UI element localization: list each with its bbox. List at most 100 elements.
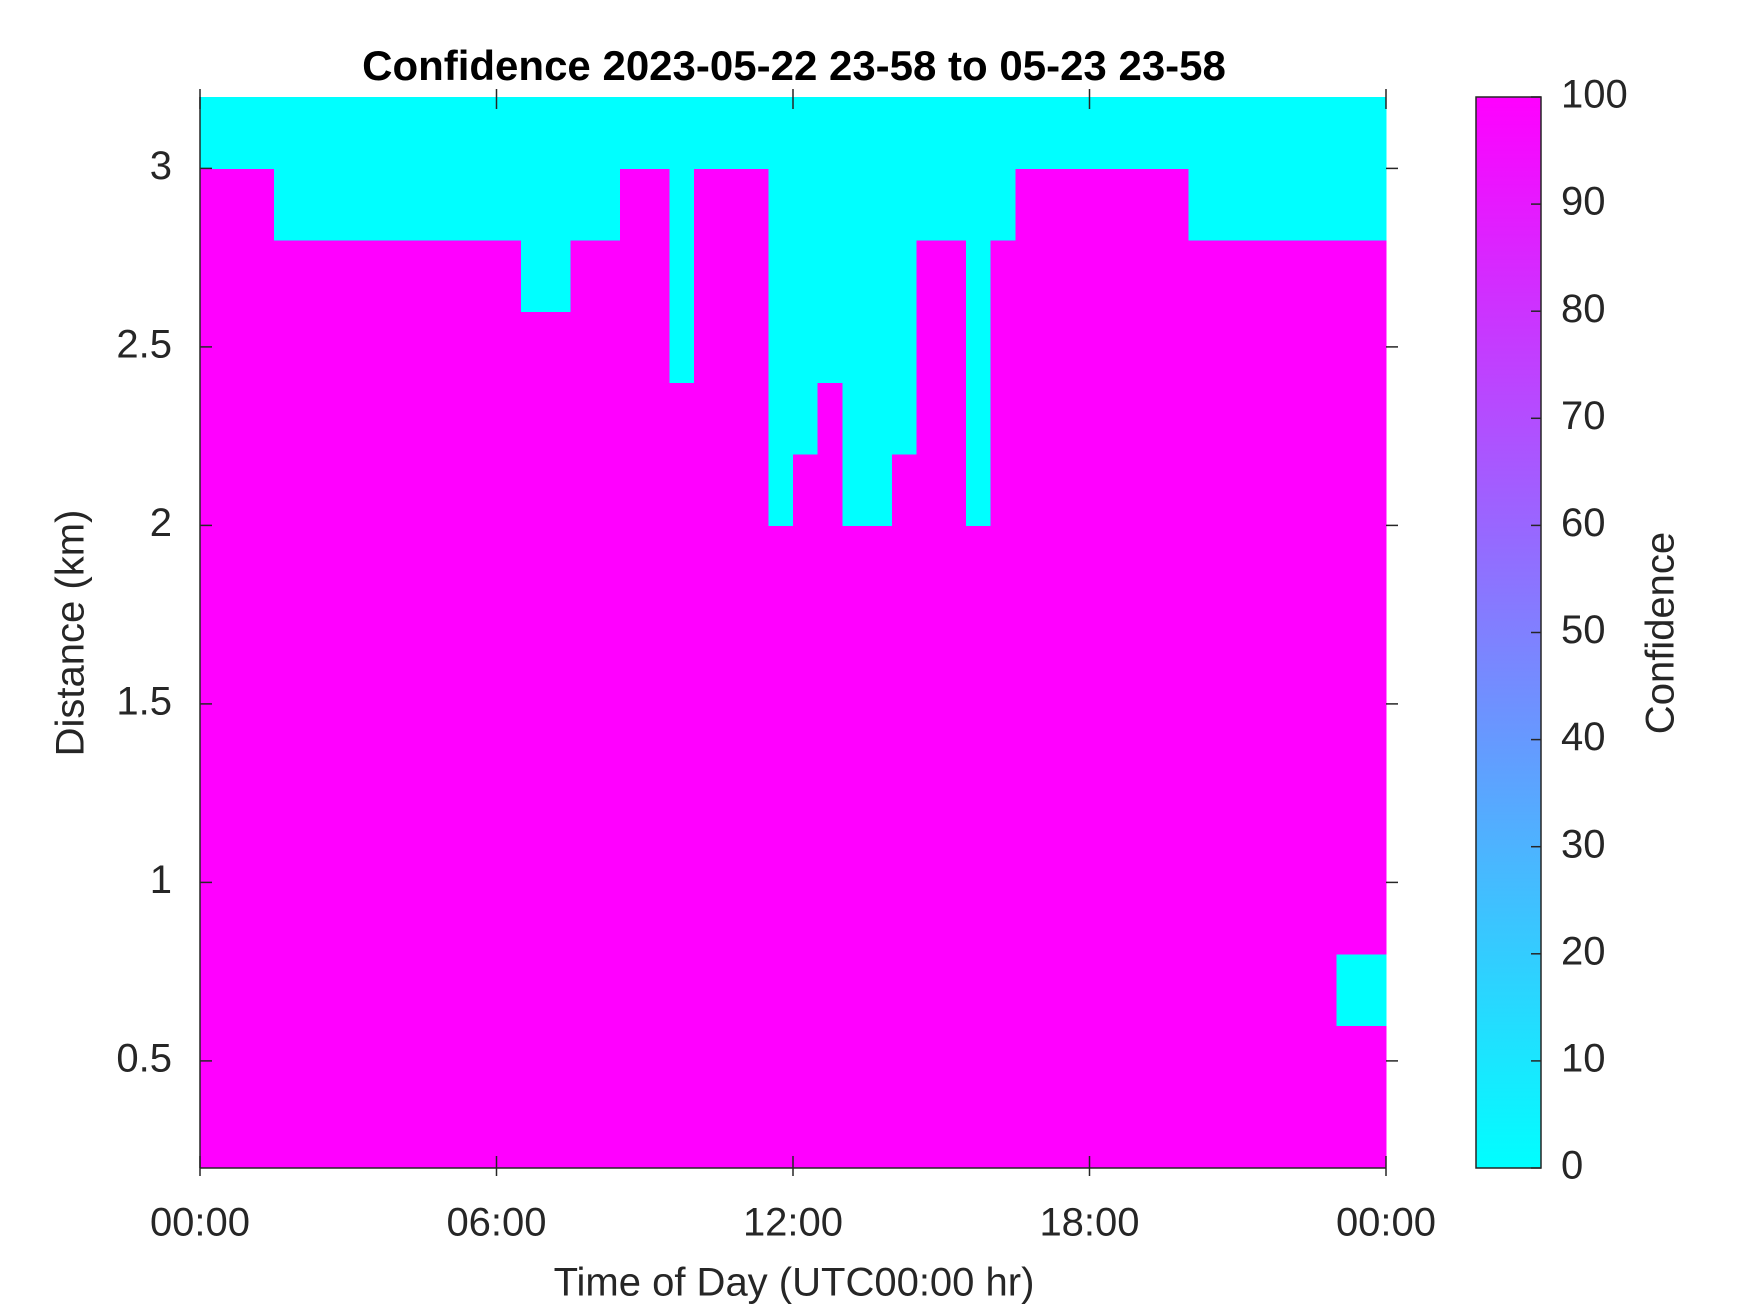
heatmap-cell xyxy=(817,1025,844,1098)
heatmap-cell xyxy=(1138,311,1165,384)
heatmap-cell xyxy=(1262,168,1288,241)
heatmap-cell xyxy=(694,739,720,812)
heatmap-cell xyxy=(298,97,325,169)
heatmap-cell xyxy=(1213,953,1239,1026)
heatmap-cell xyxy=(1361,1025,1387,1098)
heatmap-cell xyxy=(1361,882,1387,955)
heatmap-cell xyxy=(694,1025,720,1098)
heatmap-cell xyxy=(718,668,745,741)
heatmap-cell xyxy=(1188,454,1214,526)
heatmap-cell xyxy=(1262,953,1288,1026)
heatmap-cell xyxy=(941,168,967,241)
heatmap-cell xyxy=(768,525,794,598)
heatmap-cell xyxy=(323,239,349,312)
heatmap-cell xyxy=(669,953,695,1026)
heatmap-cell xyxy=(1064,382,1091,455)
heatmap-cell xyxy=(1015,382,1041,455)
heatmap-cell xyxy=(718,953,745,1026)
heatmap-cell xyxy=(545,239,572,312)
heatmap-cell xyxy=(1188,739,1214,812)
heatmap-cell xyxy=(595,1025,621,1098)
heatmap-cell xyxy=(1311,525,1338,598)
heatmap-cell xyxy=(545,454,572,526)
heatmap-cell xyxy=(1287,953,1313,1026)
heatmap-cell xyxy=(1237,1025,1264,1098)
heatmap-cell xyxy=(372,1025,399,1098)
heatmap-cell xyxy=(1064,454,1091,526)
heatmap-cell xyxy=(447,1025,473,1098)
heatmap-cell xyxy=(941,97,967,169)
heatmap-cell xyxy=(422,239,448,312)
heatmap-cell xyxy=(1336,882,1362,955)
x-tick-label: 06:00 xyxy=(446,1201,546,1245)
heatmap-cell xyxy=(348,596,374,669)
heatmap-cell xyxy=(842,97,868,169)
heatmap-cell xyxy=(1361,953,1387,1026)
heatmap-cell xyxy=(521,1025,547,1098)
heatmap-cell xyxy=(743,1096,769,1169)
heatmap-cell xyxy=(867,953,893,1026)
heatmap-cell xyxy=(1138,239,1165,312)
heatmap-cell xyxy=(471,882,498,955)
heatmap-cell xyxy=(521,739,547,812)
heatmap-cell xyxy=(1287,668,1313,741)
heatmap-cell xyxy=(1262,596,1288,669)
heatmap-cell xyxy=(1163,882,1189,955)
heatmap-cell xyxy=(694,596,720,669)
heatmap-cell xyxy=(891,882,918,955)
heatmap-cell xyxy=(768,953,794,1026)
heatmap-cell xyxy=(1114,811,1140,883)
heatmap-cell xyxy=(471,953,498,1026)
heatmap-cell xyxy=(743,882,769,955)
heatmap-cell xyxy=(990,668,1016,741)
heatmap-cell xyxy=(941,882,967,955)
heatmap-cell xyxy=(298,739,325,812)
heatmap-cell xyxy=(867,668,893,741)
heatmap-cell xyxy=(224,525,251,598)
heatmap-cell xyxy=(372,311,399,384)
heatmap-cell xyxy=(274,1025,300,1098)
heatmap-cell xyxy=(348,739,374,812)
heatmap-cell xyxy=(372,953,399,1026)
heatmap-cell xyxy=(545,739,572,812)
heatmap-cell xyxy=(842,382,868,455)
heatmap-cell xyxy=(1311,668,1338,741)
heatmap-cell xyxy=(990,739,1016,812)
heatmap-cell xyxy=(595,882,621,955)
heatmap-cell xyxy=(1311,454,1338,526)
heatmap-cell xyxy=(224,882,251,955)
heatmap-cell xyxy=(644,811,671,883)
heatmap-cell xyxy=(1361,525,1387,598)
heatmap-cell xyxy=(842,596,868,669)
heatmap-cell xyxy=(718,739,745,812)
heatmap-cell xyxy=(372,97,399,169)
heatmap-cell xyxy=(323,168,349,241)
heatmap-cell xyxy=(447,596,473,669)
heatmap-cell xyxy=(867,311,893,384)
heatmap-cell xyxy=(916,311,942,384)
heatmap-cell xyxy=(694,168,720,241)
heatmap-cell xyxy=(323,811,349,883)
heatmap-cell xyxy=(669,668,695,741)
heatmap-cell xyxy=(793,811,819,883)
heatmap-cell xyxy=(447,454,473,526)
heatmap-cell xyxy=(891,739,918,812)
heatmap-cell xyxy=(1262,668,1288,741)
heatmap-cell xyxy=(1040,311,1066,384)
heatmap-cell xyxy=(1213,739,1239,812)
heatmap-cell xyxy=(916,739,942,812)
heatmap-cell xyxy=(1262,454,1288,526)
heatmap-cell xyxy=(545,953,572,1026)
heatmap-cell xyxy=(471,382,498,455)
heatmap-cell xyxy=(1237,1096,1264,1169)
heatmap-cell xyxy=(620,882,646,955)
heatmap-cell xyxy=(1287,168,1313,241)
heatmap-cell xyxy=(1114,739,1140,812)
heatmap-cell xyxy=(694,97,720,169)
heatmap-cell xyxy=(545,97,572,169)
heatmap-cell xyxy=(545,1096,572,1169)
heatmap-cell xyxy=(669,311,695,384)
heatmap-cell xyxy=(397,811,423,883)
heatmap-cell xyxy=(1138,1025,1165,1098)
heatmap-cell xyxy=(200,454,226,526)
